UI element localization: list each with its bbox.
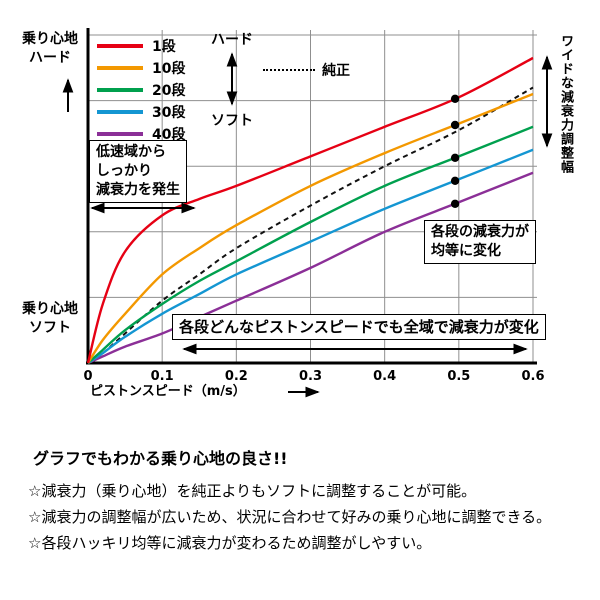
- stock-dashed-line-sample: [263, 69, 315, 71]
- legend-label: 20段: [152, 83, 186, 99]
- stock-legend-item: 純正: [263, 60, 350, 80]
- curves: [86, 56, 534, 365]
- marker-dot: [450, 199, 460, 208]
- legend-swatch: [97, 132, 143, 136]
- marker-dot: [450, 120, 460, 130]
- wide-adjust-label: ワイドな減衰力調整幅: [558, 34, 573, 174]
- legend-swatch: [97, 110, 143, 114]
- legend-swatch: [97, 66, 143, 70]
- marker-dot: [450, 94, 460, 104]
- x-tick-label: 0.2: [225, 369, 248, 384]
- equal-step-callout: 各段の減衰力が 均等に変化: [424, 220, 536, 264]
- marker-dots: [450, 94, 460, 208]
- x-axis-label: ピストンスピード（m/s）: [90, 384, 246, 399]
- legend-label: 30段: [152, 105, 186, 121]
- footer-bullet: ☆各段ハッキリ均等に減衰力が変わるため調整がしやすい。: [28, 534, 432, 552]
- legend-item: 40段: [97, 123, 185, 145]
- x-tick-label: 0.1: [151, 369, 174, 384]
- legend-label: 10段: [152, 61, 186, 77]
- x-tick-label: 0.6: [521, 369, 544, 384]
- legend-item: 10段: [97, 57, 185, 79]
- damping-force-chart: 0 0.1 0.2 0.3 0.4 0.5 0.6: [62, 28, 553, 398]
- legend-item: 1段: [97, 35, 185, 57]
- x-tick-label: 0.4: [373, 369, 396, 384]
- legend-swatch: [97, 44, 143, 48]
- full-range-callout: 各段どんなピストンスピードでも全域で減衰力が変化: [172, 314, 546, 341]
- x-tick-label: 0: [83, 369, 92, 384]
- footer-bullet: ☆減衰力（乗り心地）を純正よりもソフトに調整することが可能。: [28, 482, 477, 500]
- legend-scale-hard-label: ハード: [211, 32, 253, 48]
- y-axis-top-label: 乗り心地 ハード: [22, 31, 78, 66]
- marker-dot: [450, 153, 460, 162]
- series-line: [87, 148, 534, 365]
- series-line: [87, 125, 534, 364]
- low-speed-callout: 低速域から しっかり 減衰力を発生: [89, 140, 187, 203]
- series-line: [86, 56, 534, 364]
- legend-item: 20段: [97, 79, 185, 101]
- legend-swatch: [97, 88, 143, 92]
- footer-bullet: ☆減衰力の調整幅が広いため、状況に合わせて好みの乗り心地に調整できる。: [28, 508, 552, 526]
- x-tick-labels: 0 0.1 0.2 0.3 0.4 0.5 0.6: [83, 369, 544, 384]
- x-tick-label: 0.3: [299, 369, 322, 384]
- footer-title: グラフでもわかる乗り心地の良さ!!: [33, 449, 288, 468]
- y-axis-bottom-label: 乗り心地 ソフト: [22, 301, 78, 336]
- legend-item: 30段: [97, 101, 185, 123]
- legend-scale-soft-label: ソフト: [211, 113, 253, 129]
- stock-legend-label: 純正: [322, 63, 350, 79]
- series-line: [87, 171, 534, 365]
- arrows: [62, 52, 553, 398]
- legend: 1段 10段 20段 30段 40段: [97, 35, 185, 145]
- legend-label: 40段: [152, 127, 186, 143]
- marker-dot: [450, 176, 460, 185]
- legend-label: 1段: [152, 39, 176, 55]
- x-tick-label: 0.5: [447, 369, 470, 384]
- series-line: [86, 92, 534, 364]
